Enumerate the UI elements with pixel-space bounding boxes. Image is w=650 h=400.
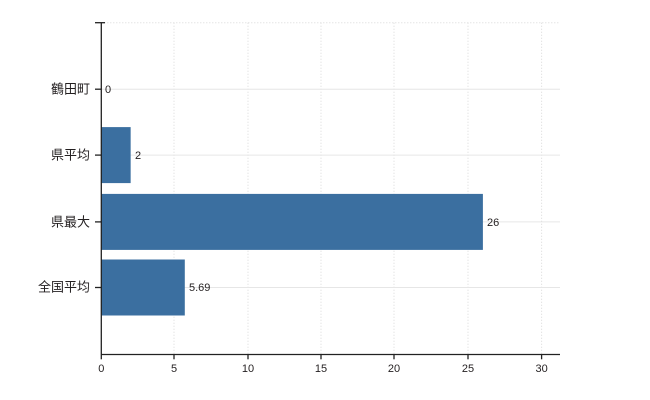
svg-text:5.69: 5.69 — [189, 282, 210, 294]
svg-text:2: 2 — [135, 150, 141, 162]
svg-text:26: 26 — [487, 217, 499, 229]
svg-text:県最大: 県最大 — [51, 215, 90, 230]
svg-text:5: 5 — [171, 363, 177, 375]
svg-text:全国平均: 全国平均 — [38, 280, 90, 295]
svg-text:鶴田町: 鶴田町 — [51, 82, 90, 97]
svg-text:15: 15 — [315, 363, 327, 375]
svg-text:25: 25 — [462, 363, 474, 375]
svg-text:30: 30 — [535, 363, 547, 375]
svg-text:0: 0 — [105, 84, 111, 96]
svg-text:県平均: 県平均 — [51, 148, 90, 163]
svg-text:0: 0 — [98, 363, 104, 375]
svg-text:20: 20 — [388, 363, 400, 375]
svg-text:10: 10 — [242, 363, 254, 375]
